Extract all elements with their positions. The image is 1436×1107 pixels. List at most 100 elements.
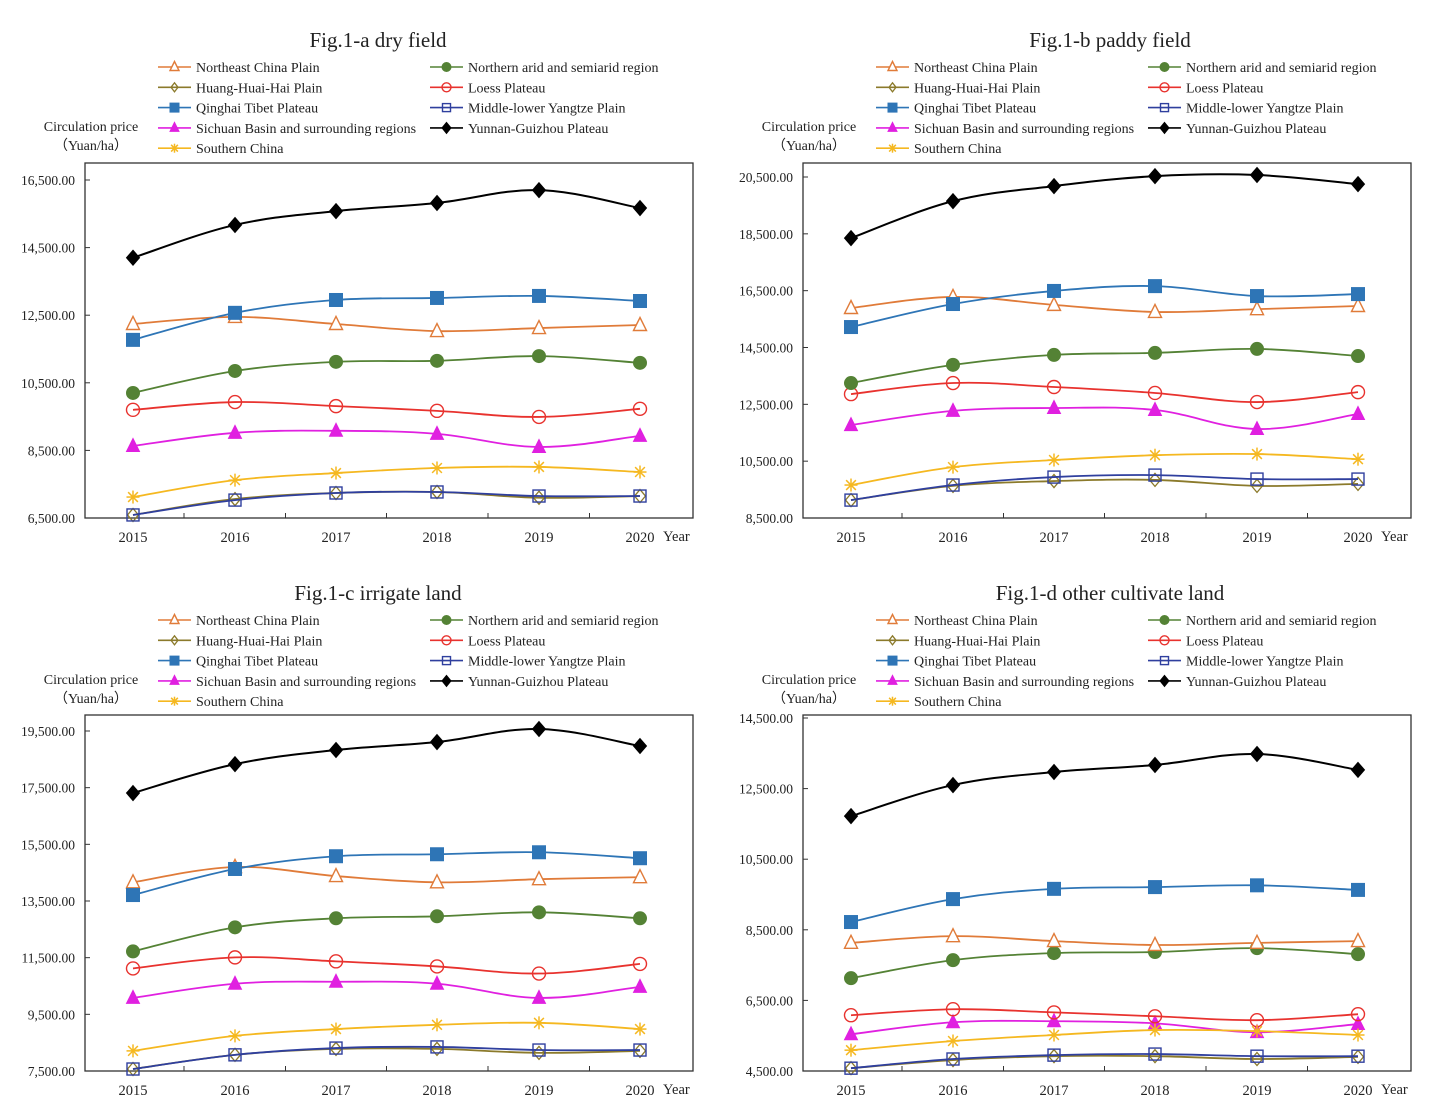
y-tick-label: 8,500.00 [746,511,794,526]
asterisk-stroke [947,461,959,473]
data-point [1351,882,1365,897]
legend-item-sichuan-basin-and-surrounding-regions: Sichuan Basin and surrounding regions [158,674,416,690]
data-point [843,1008,859,1023]
data-point [228,920,242,935]
data-point [227,216,243,234]
data-point [844,478,858,492]
data-point [945,192,961,210]
legend-marker-icon [1159,635,1170,646]
data-point [1148,468,1162,482]
series-qinghai-tibet-plateau [126,845,647,903]
data-point [946,297,960,312]
data-point [532,460,546,474]
y-tick-label: 15,500.00 [21,837,75,852]
y-axis-label: Circulation price [762,673,856,688]
asterisk-stroke [947,1035,959,1047]
y-tick-label: 8,500.00 [746,923,794,938]
data-point [126,490,140,504]
data-point [125,437,141,453]
legend-item-qinghai-tibet-plateau: Qinghai Tibet Plateau [876,655,1036,670]
data-point [946,460,960,474]
data-point [329,849,343,864]
data-point [429,959,445,974]
legend-label: Middle-lower Yangtze Plain [1186,102,1343,117]
data-point [1147,1009,1163,1024]
data-point [227,755,243,773]
data-point [1351,452,1365,466]
series-southern-china [126,460,647,504]
data-point [1350,405,1366,420]
legend-label: Southern China [196,142,284,157]
data-point [429,873,445,889]
legend-label: Sichuan Basin and surrounding regions [196,675,416,690]
legend-item-loess-plateau: Loess Plateau [1148,634,1263,649]
data-point [228,1029,242,1043]
x-axis-label: Year [663,529,690,545]
data-point [430,1040,444,1054]
legend-item-northeast-china-plain: Northeast China Plain [158,612,320,629]
x-tick-label: 2019 [1243,530,1272,546]
data-point [945,776,961,794]
data-point [329,354,343,369]
data-point [531,870,547,886]
data-point [125,989,141,1004]
data-point [228,473,242,487]
legend-label: Huang-Huai-Hai Plain [196,81,322,96]
legend-item-northeast-china-plain: Northeast China Plain [876,612,1038,629]
y-tick-label: 7,500.00 [28,1064,76,1079]
series-line [132,429,641,448]
y-tick-label: 6,500.00 [746,993,794,1008]
data-point [1047,473,1061,489]
x-tick-label: 2019 [525,1083,554,1099]
data-point [844,971,858,986]
legend-marker-icon [441,635,452,646]
data-point [843,416,859,432]
data-point [844,1043,858,1057]
data-point [1249,745,1265,763]
data-point [1148,345,1162,360]
series-line [850,347,1359,384]
data-point [1047,347,1061,362]
data-point [126,332,140,347]
series-northern-arid-and-semiarid-region [844,941,1365,986]
series-middle-lower-yangtze-plain [844,468,1365,507]
data-point [632,868,648,884]
data-point [1046,1005,1062,1020]
legend-marker-icon [170,81,179,93]
data-point [843,229,859,247]
data-point [1046,1012,1062,1028]
legend-marker-icon [888,696,897,706]
data-point [125,784,141,802]
series-line [132,728,641,795]
legend-label: Yunnan-Guizhou Plateau [468,122,608,137]
data-point [430,353,444,368]
legend-marker-icon [1159,615,1170,625]
data-point [531,966,547,981]
data-point [1250,878,1264,893]
data-point [532,349,546,364]
data-point [1046,932,1062,948]
data-point [1350,1006,1366,1022]
x-tick-label: 2017 [322,530,351,546]
data-point [1250,472,1264,486]
x-tick-label: 2018 [1141,1083,1170,1099]
series-northern-arid-and-semiarid-region [126,349,647,400]
series-group [125,720,648,1077]
series-middle-lower-yangtze-plain [844,1047,1365,1075]
legend-marker-icon [1159,82,1170,93]
data-point [945,402,961,417]
y-tick-label: 13,500.00 [21,894,75,909]
x-tick-label: 2018 [423,1083,452,1099]
plot-area-frame [84,162,694,519]
legend-marker-icon [168,612,181,625]
series-northeast-china-plain [125,857,648,889]
legend-label: Loess Plateau [468,81,545,96]
series-line [850,884,1359,923]
series-loess-plateau [843,1002,1366,1028]
data-point [430,1018,444,1032]
series-line [132,851,641,896]
chart-title: Fig.1-b paddy field [1029,28,1191,52]
data-point [532,489,546,503]
legend-marker-icon [886,59,899,72]
x-tick-label: 2020 [626,530,655,546]
